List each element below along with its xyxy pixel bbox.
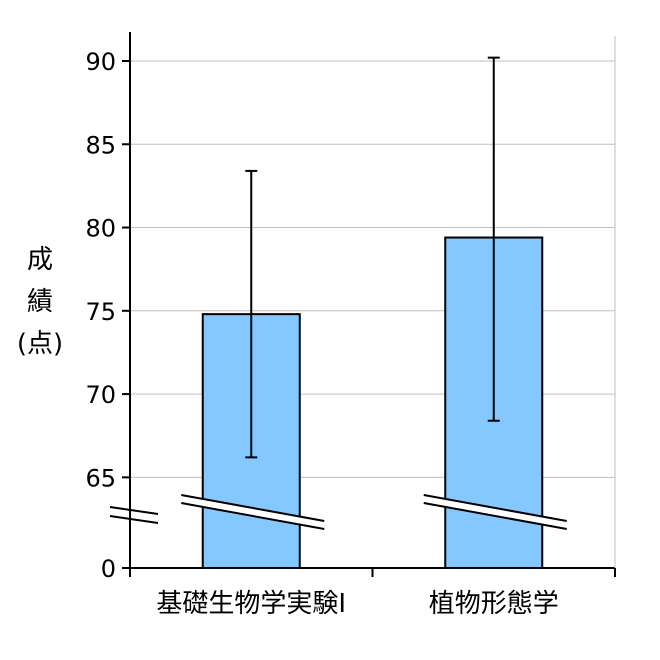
break-line: [109, 506, 159, 515]
bars: [201, 236, 544, 570]
y-tick-label: 85: [85, 131, 116, 159]
y-tick-label: 70: [85, 381, 116, 409]
x-category-labels: 基礎生物学実験Ⅰ 植物形態学: [156, 589, 558, 619]
break-band: [423, 495, 567, 529]
category-label: 植物形態学: [429, 589, 559, 619]
y-tick-label: 90: [85, 48, 116, 76]
y-tick-labels: 90 85 80 75 70 65 0: [85, 48, 116, 583]
y-axis-label-part: 績: [27, 287, 53, 317]
y-axis-label-part: 成: [27, 245, 53, 275]
break-line: [181, 502, 325, 530]
y-tick-label: 80: [85, 215, 116, 243]
y-axis-label-part: (点): [17, 329, 63, 359]
y-tick-label: 65: [85, 464, 116, 492]
bar-axis-break: [423, 494, 567, 530]
category-label: 基礎生物学実験Ⅰ: [156, 589, 346, 619]
y-tick-label: 75: [85, 298, 116, 326]
y-axis-break: [109, 506, 159, 524]
error-bars: [245, 56, 500, 459]
break-line: [109, 515, 159, 524]
break-line: [423, 502, 567, 530]
break-band: [181, 495, 325, 529]
axes: [122, 32, 616, 577]
bar-axis-break: [181, 494, 325, 530]
axis-break-marks: [109, 494, 567, 530]
y-axis-label: 成績 (点): [17, 245, 63, 359]
y-tick-label: 0: [101, 555, 116, 583]
break-line: [181, 494, 325, 522]
break-line: [423, 494, 567, 522]
